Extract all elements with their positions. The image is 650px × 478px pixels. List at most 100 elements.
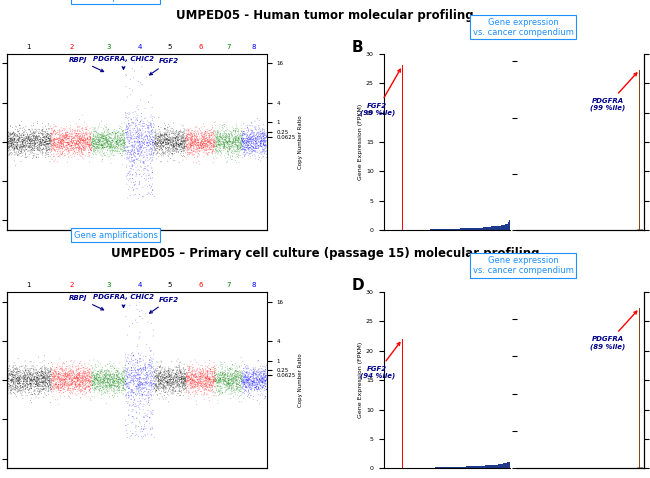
Point bbox=[117, 135, 127, 143]
Point bbox=[235, 142, 245, 150]
Point bbox=[194, 380, 205, 387]
Point bbox=[209, 141, 219, 148]
Point bbox=[209, 383, 220, 391]
Point bbox=[155, 137, 165, 144]
Point bbox=[138, 139, 149, 147]
Point bbox=[77, 378, 88, 386]
Point bbox=[140, 383, 150, 391]
Point bbox=[222, 370, 232, 378]
Point bbox=[250, 147, 260, 155]
Point bbox=[78, 128, 88, 136]
Point bbox=[61, 122, 72, 130]
Point bbox=[38, 379, 48, 387]
Point bbox=[111, 378, 122, 385]
Point bbox=[187, 132, 198, 140]
Point bbox=[8, 372, 18, 380]
Point bbox=[231, 159, 242, 166]
Point bbox=[196, 132, 207, 140]
Point bbox=[8, 372, 18, 380]
Point bbox=[8, 136, 19, 144]
Point bbox=[20, 367, 31, 374]
Point bbox=[149, 374, 159, 381]
Point bbox=[166, 137, 176, 145]
Point bbox=[229, 378, 240, 386]
Point bbox=[136, 140, 147, 147]
Point bbox=[159, 387, 169, 394]
Point bbox=[162, 368, 172, 376]
Point bbox=[69, 375, 79, 382]
Point bbox=[90, 375, 101, 383]
Point bbox=[90, 385, 101, 392]
Point bbox=[27, 134, 37, 142]
Point bbox=[137, 138, 148, 146]
Point bbox=[151, 130, 161, 138]
Point bbox=[20, 151, 31, 158]
Point bbox=[5, 141, 16, 149]
Point bbox=[211, 376, 222, 383]
Point bbox=[131, 51, 141, 59]
Point bbox=[162, 128, 173, 136]
Point bbox=[77, 387, 87, 394]
Point bbox=[86, 129, 96, 137]
Point bbox=[173, 149, 183, 156]
Point bbox=[248, 371, 258, 379]
Point bbox=[241, 382, 252, 390]
Point bbox=[96, 142, 107, 150]
Point bbox=[206, 126, 216, 133]
Point bbox=[29, 368, 39, 375]
Point bbox=[6, 390, 17, 398]
Point bbox=[82, 135, 92, 142]
Point bbox=[157, 141, 168, 149]
Point bbox=[161, 394, 172, 402]
Point bbox=[27, 136, 38, 143]
Point bbox=[42, 135, 52, 143]
Point bbox=[12, 368, 23, 375]
Point bbox=[189, 130, 200, 138]
Point bbox=[235, 142, 246, 150]
Point bbox=[155, 380, 166, 388]
Point bbox=[255, 130, 266, 137]
Point bbox=[246, 134, 256, 141]
Point bbox=[181, 370, 191, 378]
Point bbox=[214, 139, 224, 147]
Point bbox=[223, 378, 233, 385]
Point bbox=[208, 143, 218, 151]
Point bbox=[32, 134, 43, 142]
Point bbox=[101, 383, 112, 391]
Point bbox=[139, 153, 150, 161]
Point bbox=[10, 135, 20, 142]
Point bbox=[259, 132, 270, 140]
Point bbox=[136, 365, 146, 372]
Point bbox=[18, 382, 28, 390]
Point bbox=[237, 376, 248, 384]
Point bbox=[48, 377, 58, 384]
Point bbox=[256, 140, 266, 147]
Point bbox=[13, 355, 23, 362]
Point bbox=[74, 139, 85, 146]
Point bbox=[129, 187, 139, 195]
Point bbox=[43, 375, 53, 382]
Point bbox=[147, 369, 157, 377]
Point bbox=[72, 372, 82, 380]
Point bbox=[170, 370, 181, 378]
Point bbox=[38, 383, 48, 391]
Point bbox=[101, 136, 111, 143]
Point bbox=[125, 123, 135, 130]
Point bbox=[64, 141, 75, 149]
Point bbox=[151, 132, 161, 140]
Point bbox=[99, 152, 110, 159]
Point bbox=[204, 375, 214, 382]
Point bbox=[105, 362, 116, 370]
Point bbox=[179, 137, 190, 145]
Point bbox=[144, 70, 154, 77]
Point bbox=[73, 144, 84, 152]
Point bbox=[140, 128, 151, 135]
Point bbox=[255, 382, 266, 390]
Point bbox=[179, 380, 190, 388]
Point bbox=[130, 181, 140, 188]
Point bbox=[16, 373, 27, 381]
Point bbox=[122, 151, 132, 158]
Point bbox=[239, 140, 250, 147]
Point bbox=[237, 380, 247, 387]
Point bbox=[29, 380, 39, 388]
